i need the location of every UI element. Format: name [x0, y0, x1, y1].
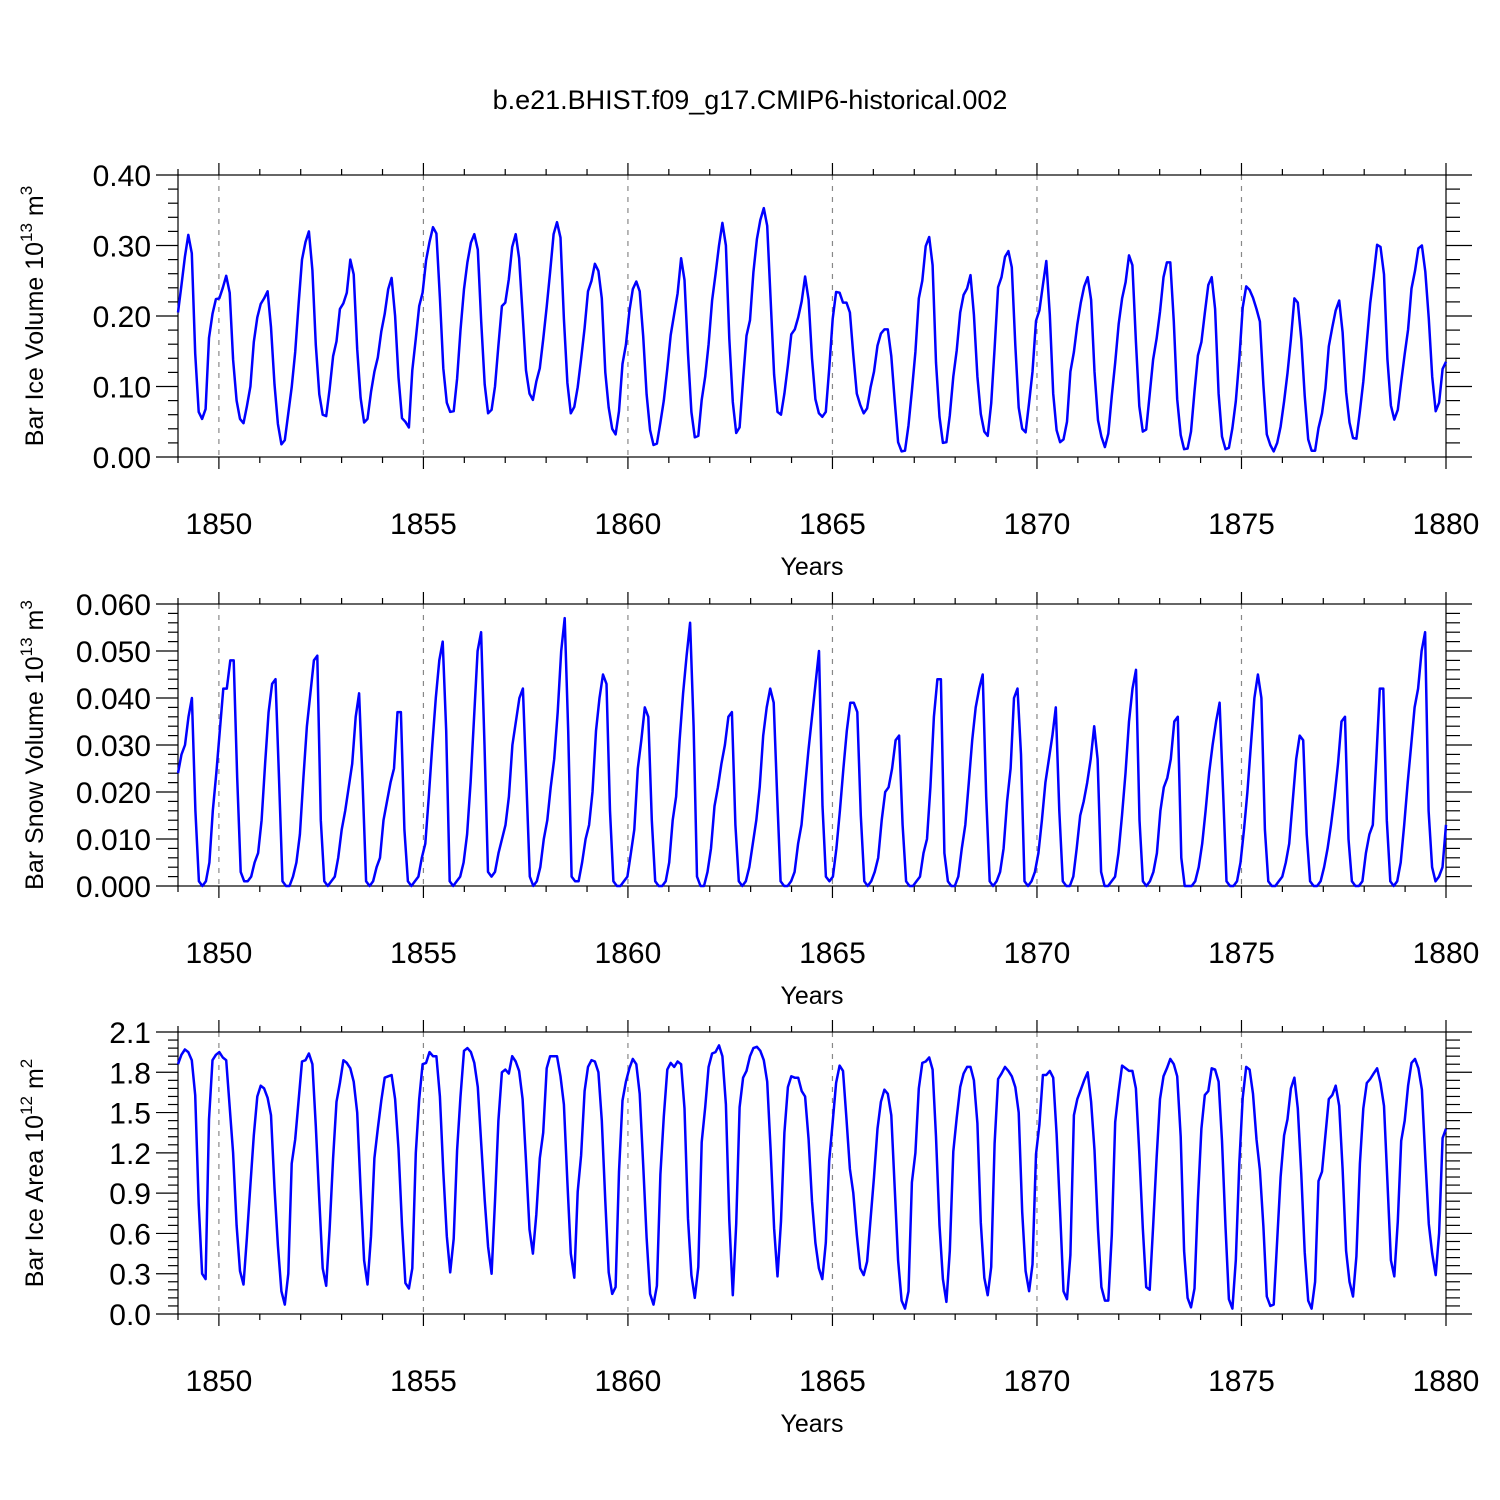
ice-area-xtick-label: 1875	[1208, 1365, 1275, 1398]
ice-area-xtick-label: 1870	[1004, 1365, 1071, 1398]
snow-volume-ytick-label: 0.020	[76, 777, 151, 810]
ice-volume-xtick-label: 1875	[1208, 508, 1275, 541]
snow-volume-ytick-label: 0.000	[76, 871, 151, 904]
snow-volume-ytick-label: 0.030	[76, 730, 151, 763]
snow-volume-ticks	[156, 592, 1472, 898]
ice-area-ytick-label: 0.6	[109, 1218, 151, 1251]
ice-area-ytick-label: 2.1	[109, 1017, 151, 1050]
ice-area-y-axis-label: Bar Ice Area 1012 m2	[17, 1059, 49, 1288]
snow-volume-x-tick-labels: 1850 1855 1860 1865 1870 1875 1880	[186, 937, 1480, 970]
snow-volume-ytick-label: 0.050	[76, 636, 151, 669]
ice-volume-xtick-label: 1855	[390, 508, 457, 541]
ice-area-ticks	[156, 1020, 1472, 1326]
ice-volume-xtick-label: 1865	[799, 508, 866, 541]
ice-volume-x-tick-labels: 1850 1855 1860 1865 1870 1875 1880	[186, 508, 1480, 541]
ice-volume-xtick-label: 1850	[186, 508, 253, 541]
snow-volume-plot-frame	[177, 603, 1447, 887]
ice-area-x-axis-label: Years	[780, 1410, 843, 1438]
snow-volume-y-axis-label: Bar Snow Volume 1013 m3	[17, 600, 49, 890]
ice-volume-ytick-label: 0.20	[93, 301, 151, 334]
ice-area-xtick-label: 1860	[595, 1365, 662, 1398]
ice-area-ytick-label: 0.0	[109, 1299, 151, 1332]
ice-area-plot-frame	[177, 1031, 1447, 1315]
ice-volume-series-line	[176, 206, 1448, 453]
snow-volume-xtick-label: 1870	[1004, 937, 1071, 970]
ice-volume-xtick-label: 1880	[1413, 508, 1480, 541]
ice-area-xtick-label: 1855	[390, 1365, 457, 1398]
ice-volume-y-tick-labels: 0.00 0.10 0.20 0.30 0.40	[93, 160, 151, 475]
ice-volume-ytick-label: 0.30	[93, 231, 151, 264]
snow-volume-x-axis-label: Years	[780, 982, 843, 1010]
snow-volume-xtick-label: 1880	[1413, 937, 1480, 970]
ice-volume-ytick-label: 0.10	[93, 372, 151, 405]
ice-area-gridlines	[218, 1032, 1243, 1314]
ice-volume-xtick-label: 1860	[595, 508, 662, 541]
ice-volume-gridlines	[218, 175, 1243, 457]
snow-volume-xtick-label: 1860	[595, 937, 662, 970]
snow-volume-panel: 0.000 0.010 0.020 0.030 0.040 0.050 0.06…	[17, 589, 1479, 1010]
ice-volume-ytick-label: 0.40	[93, 160, 151, 193]
snow-volume-gridlines	[218, 604, 1243, 886]
ice-area-ytick-label: 0.9	[109, 1178, 151, 1211]
snow-volume-xtick-label: 1850	[186, 937, 253, 970]
snow-volume-ytick-label: 0.060	[76, 589, 151, 622]
ice-area-series-line	[176, 1044, 1448, 1310]
ice-area-xtick-label: 1880	[1413, 1365, 1480, 1398]
ice-area-ytick-label: 1.5	[109, 1098, 151, 1131]
snow-volume-ytick-label: 0.040	[76, 683, 151, 716]
ice-volume-ytick-label: 0.00	[93, 442, 151, 475]
figure-title: b.e21.BHIST.f09_g17.CMIP6-historical.002	[493, 85, 1008, 115]
ice-area-xtick-label: 1865	[799, 1365, 866, 1398]
snow-volume-xtick-label: 1875	[1208, 937, 1275, 970]
ice-volume-xtick-label: 1870	[1004, 508, 1071, 541]
ice-volume-ticks	[156, 163, 1472, 469]
ice-volume-plot-frame	[177, 174, 1447, 458]
snow-volume-series-line	[176, 616, 1448, 888]
ice-volume-y-axis-label: Bar Ice Volume 1013 m3	[17, 186, 49, 446]
snow-volume-xtick-label: 1865	[799, 937, 866, 970]
ice-area-panel: 0.0 0.3 0.6 0.9 1.2 1.5 1.8 2.1 1850 185…	[17, 1017, 1479, 1438]
ice-area-xtick-label: 1850	[186, 1365, 253, 1398]
ice-volume-panel: 0.00 0.10 0.20 0.30 0.40 1850 1855 1860 …	[17, 160, 1479, 581]
snow-volume-y-tick-labels: 0.000 0.010 0.020 0.030 0.040 0.050 0.06…	[76, 589, 151, 904]
ice-area-ytick-label: 0.3	[109, 1259, 151, 1292]
ice-area-y-tick-labels: 0.0 0.3 0.6 0.9 1.2 1.5 1.8 2.1	[109, 1017, 151, 1332]
snow-volume-xtick-label: 1855	[390, 937, 457, 970]
ice-area-ytick-label: 1.2	[109, 1138, 151, 1171]
ice-area-x-tick-labels: 1850 1855 1860 1865 1870 1875 1880	[186, 1365, 1480, 1398]
ice-area-ytick-label: 1.8	[109, 1057, 151, 1090]
snow-volume-ytick-label: 0.010	[76, 824, 151, 857]
ice-volume-x-axis-label: Years	[780, 553, 843, 581]
